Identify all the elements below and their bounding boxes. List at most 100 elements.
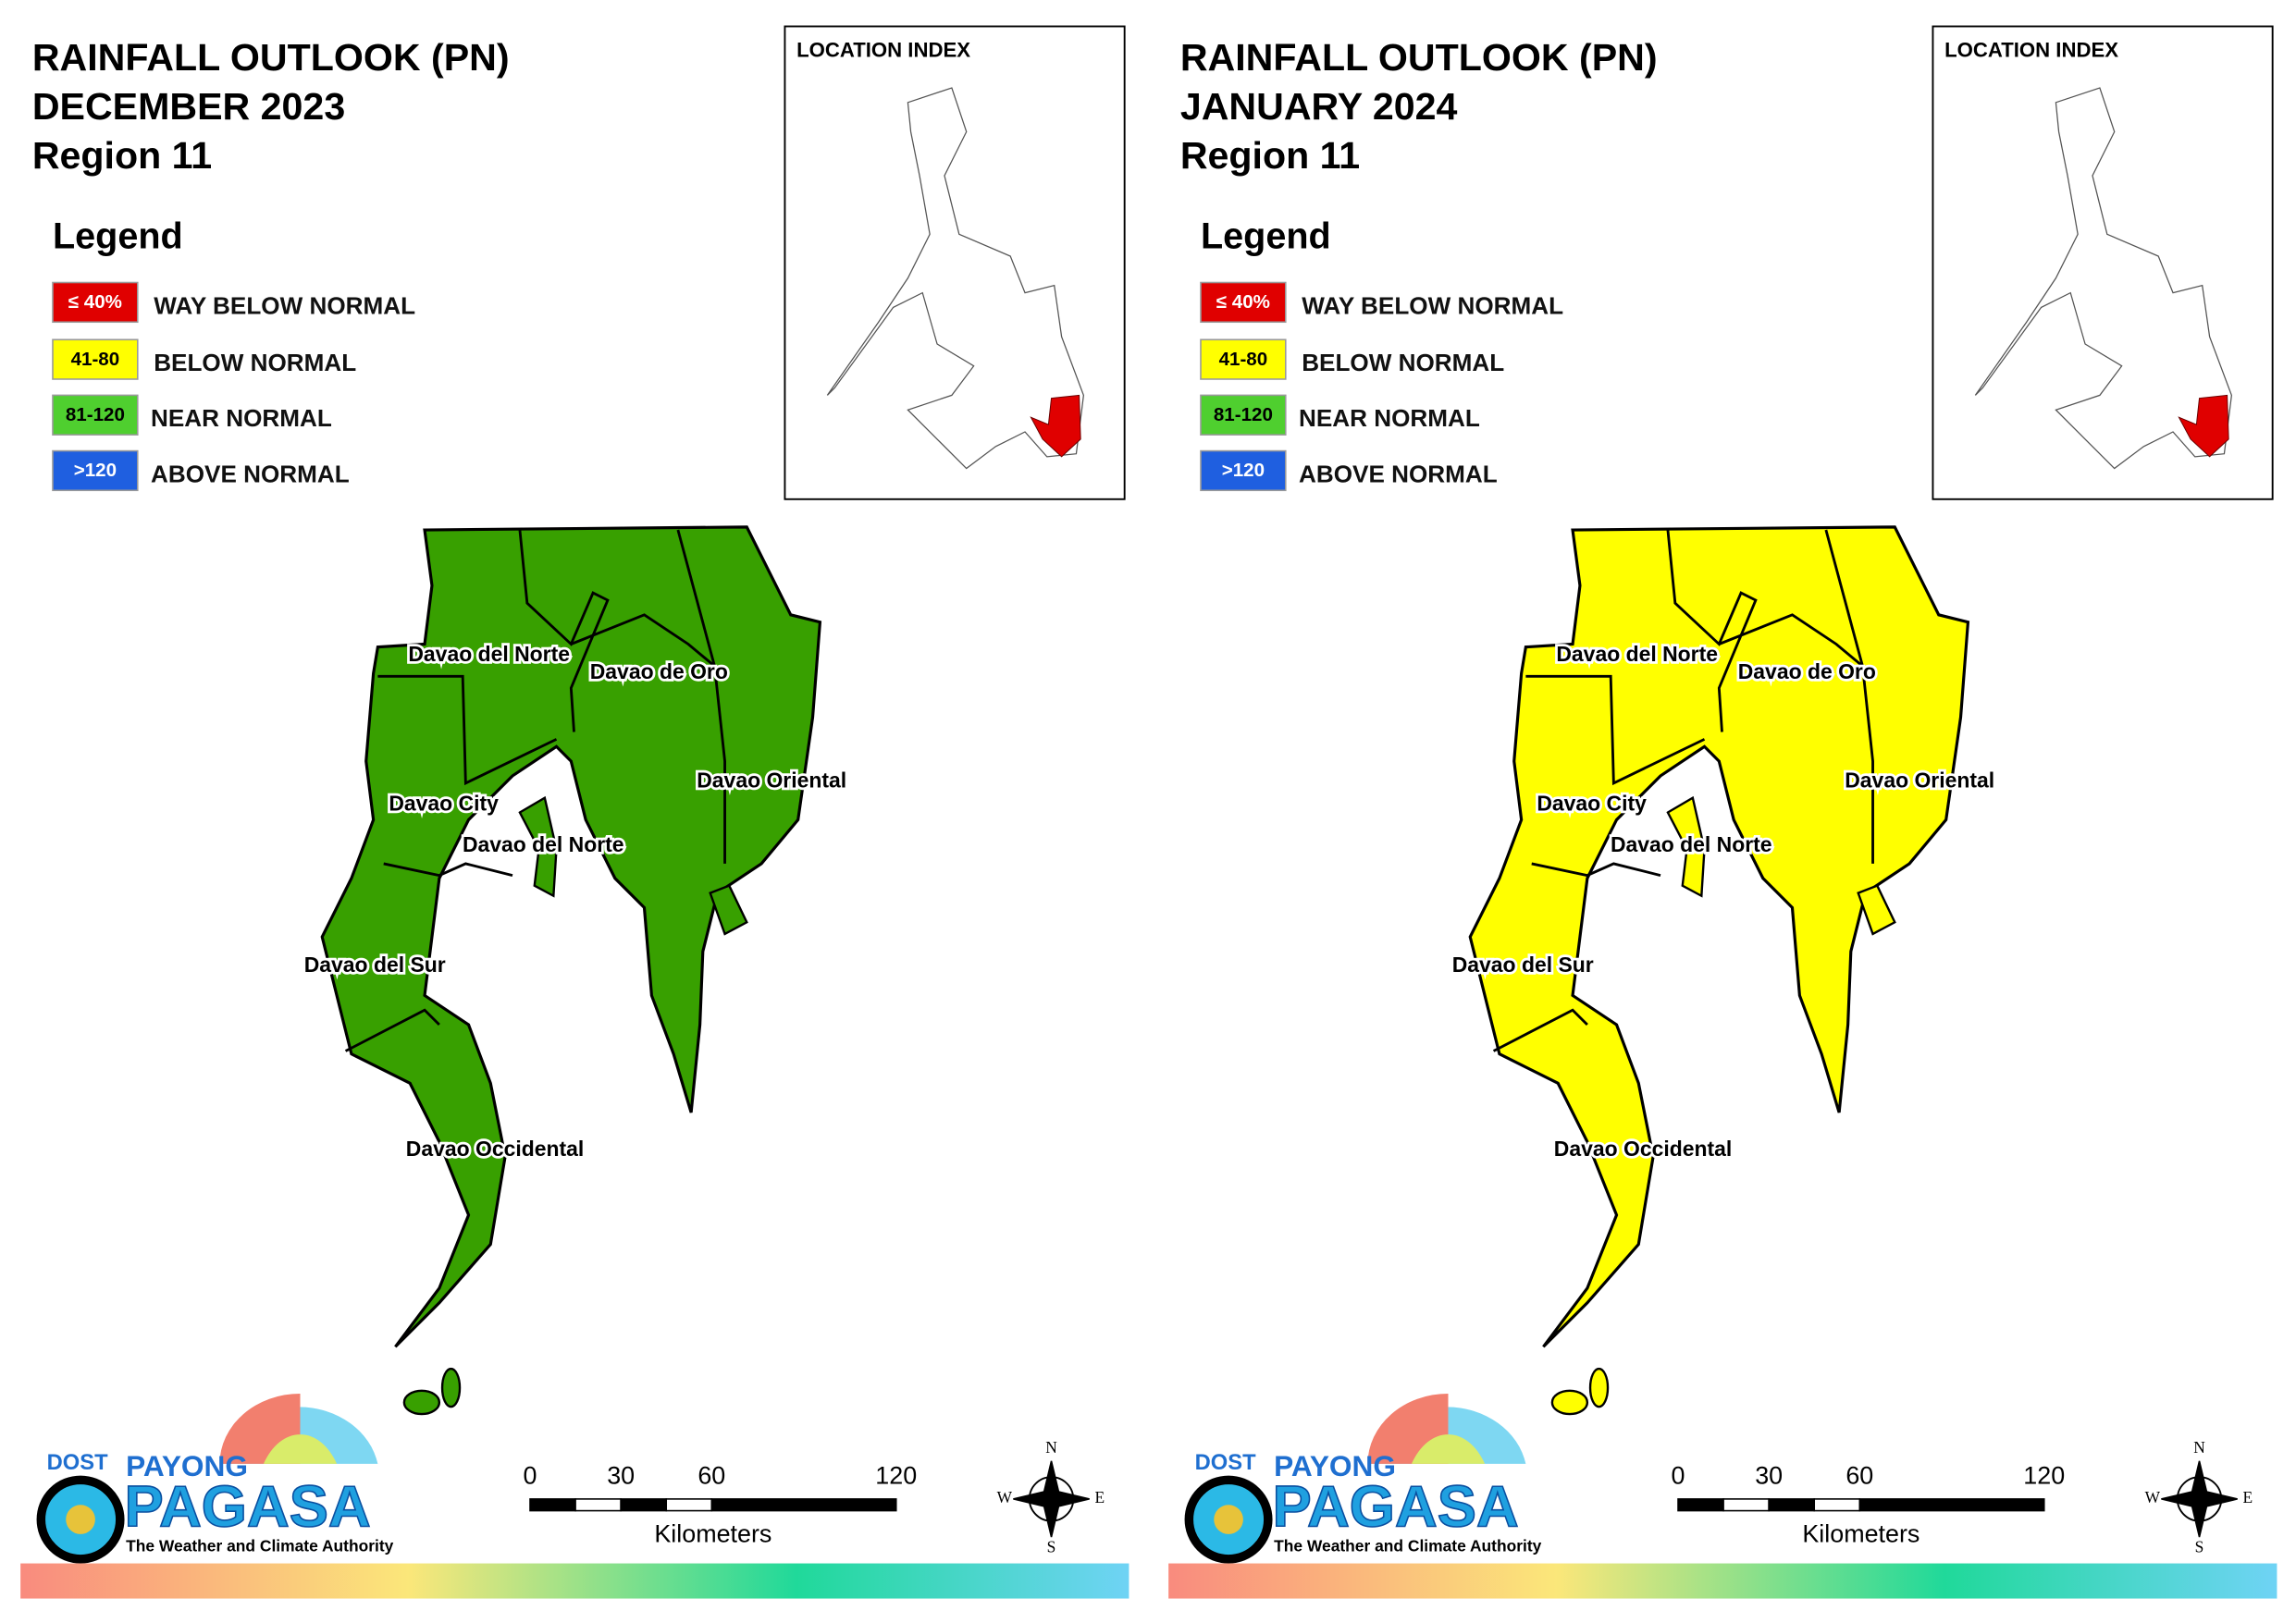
- province-label: Davao Oriental: [697, 768, 846, 792]
- legend-swatch: [1200, 338, 1287, 380]
- province-label: Davao del Sur: [1452, 953, 1594, 977]
- scale-segment: [1858, 1498, 2045, 1512]
- legend-code: 81-120: [66, 404, 125, 425]
- scale-tick-label: 0: [524, 1461, 537, 1489]
- logo-seal-center: [66, 1505, 95, 1534]
- logo-dost: DOST: [1195, 1451, 1256, 1475]
- legend-swatch: [52, 449, 139, 492]
- scale-segment: [665, 1498, 713, 1512]
- province-label: Davao del Norte: [408, 642, 570, 666]
- scale-segment: [1677, 1498, 1724, 1512]
- title-line: RAINFALL OUTLOOK (PN): [1180, 36, 1658, 79]
- color-band: [1168, 1563, 2277, 1599]
- province-border: [1531, 862, 1661, 878]
- province-label: Davao del Norte: [1611, 832, 1772, 856]
- legend-code: ≤ 40%: [1216, 291, 1270, 313]
- province-label: Davao Occidental: [406, 1137, 585, 1161]
- compass-letter: N: [1045, 1438, 1057, 1457]
- region-map: [320, 525, 822, 1348]
- province-label: Davao Occidental: [1554, 1137, 1733, 1161]
- compass-letter: N: [2193, 1438, 2205, 1457]
- province-label: Davao del Norte: [463, 832, 624, 856]
- legend-label: NEAR NORMAL: [1299, 404, 1480, 432]
- province-label: Davao City: [389, 792, 499, 816]
- compass-ring: [1028, 1476, 1075, 1522]
- title-line: RAINFALL OUTLOOK (PN): [32, 36, 510, 79]
- legend-swatch: [52, 338, 139, 380]
- location-index-title: LOCATION INDEX: [796, 38, 970, 61]
- legend-label: WAY BELOW NORMAL: [154, 291, 415, 319]
- province-border: [1718, 613, 1864, 668]
- region-map: [1468, 525, 1970, 1348]
- legend-swatch: [52, 281, 139, 324]
- legend-code: 41-80: [1219, 349, 1268, 370]
- province-label: Davao de Oro: [590, 659, 728, 683]
- compass-ring: [2176, 1476, 2223, 1522]
- philippines-outline: [1974, 87, 2232, 470]
- legend-label: WAY BELOW NORMAL: [1302, 291, 1563, 319]
- legend-label: BELOW NORMAL: [1302, 349, 1504, 376]
- compass-letter: W: [997, 1488, 1013, 1506]
- logo-seal-center: [1214, 1505, 1243, 1534]
- logo-pagasa: PAGASA: [1273, 1474, 1519, 1539]
- logo-tagline: The Weather and Climate Authority: [1274, 1537, 1541, 1555]
- region-highlight: [2178, 394, 2229, 458]
- umbrella: [1411, 1434, 1486, 1464]
- compass-letter: E: [1094, 1488, 1105, 1506]
- compass-letter: S: [2195, 1538, 2204, 1556]
- scale-tick-label: 0: [1672, 1461, 1685, 1489]
- scale-tick-label: 60: [1845, 1461, 1873, 1489]
- scale-unit: Kilometers: [654, 1520, 772, 1548]
- scale-segment: [1768, 1498, 1816, 1512]
- legend-swatch: [1200, 281, 1287, 324]
- compass-letter: W: [2145, 1488, 2161, 1506]
- location-index-title: LOCATION INDEX: [1944, 38, 2118, 61]
- region-highlight: [1030, 394, 1081, 458]
- legend-swatch: [52, 394, 139, 436]
- scale-segment: [529, 1498, 576, 1512]
- legend-label: BELOW NORMAL: [154, 349, 356, 376]
- color-band: [20, 1563, 1129, 1599]
- province-label: Davao de Oro: [1738, 659, 1876, 683]
- compass-rose: [1013, 1460, 1090, 1538]
- legend-label: ABOVE NORMAL: [1299, 460, 1498, 487]
- panel: RAINFALL OUTLOOK (PN) JANUARY 2024 Region …: [1168, 25, 2277, 1599]
- island: [709, 884, 748, 936]
- umbrella: [263, 1434, 338, 1464]
- province-border: [377, 674, 558, 786]
- title-line: Region 11: [1180, 134, 1360, 177]
- province-border: [1824, 529, 1874, 864]
- province-border: [570, 613, 716, 668]
- province-border: [383, 862, 513, 878]
- scale-segment: [620, 1498, 668, 1512]
- legend-code: 41-80: [71, 349, 120, 370]
- legend-label: ABOVE NORMAL: [151, 460, 350, 487]
- scale-segment: [710, 1498, 897, 1512]
- island: [518, 795, 558, 898]
- province-label: Davao City: [1537, 792, 1647, 816]
- compass-letter: S: [1047, 1538, 1056, 1556]
- province-border: [1525, 674, 1706, 786]
- scale-tick-label: 30: [607, 1461, 635, 1489]
- province-border: [676, 529, 726, 864]
- island: [440, 1367, 462, 1408]
- province-border: [1492, 1008, 1588, 1052]
- scale-segment: [1722, 1498, 1770, 1512]
- title-line: Region 11: [32, 134, 212, 177]
- legend-label: NEAR NORMAL: [151, 404, 332, 432]
- scale-tick-label: 120: [875, 1461, 917, 1489]
- province-border: [344, 1008, 440, 1052]
- legend-code: 81-120: [1214, 404, 1273, 425]
- province-border: [518, 529, 610, 732]
- scale-tick-label: 120: [2023, 1461, 2065, 1489]
- province-label: Davao del Norte: [1556, 642, 1718, 666]
- legend-code: >120: [1222, 460, 1265, 481]
- island: [1550, 1389, 1589, 1416]
- legend-swatch: [1200, 394, 1287, 436]
- island: [1588, 1367, 1610, 1408]
- philippines-outline: [826, 87, 1084, 470]
- logo-pagasa: PAGASA: [125, 1474, 371, 1539]
- title-line: JANUARY 2024: [1180, 85, 1458, 128]
- scale-unit: Kilometers: [1802, 1520, 1920, 1548]
